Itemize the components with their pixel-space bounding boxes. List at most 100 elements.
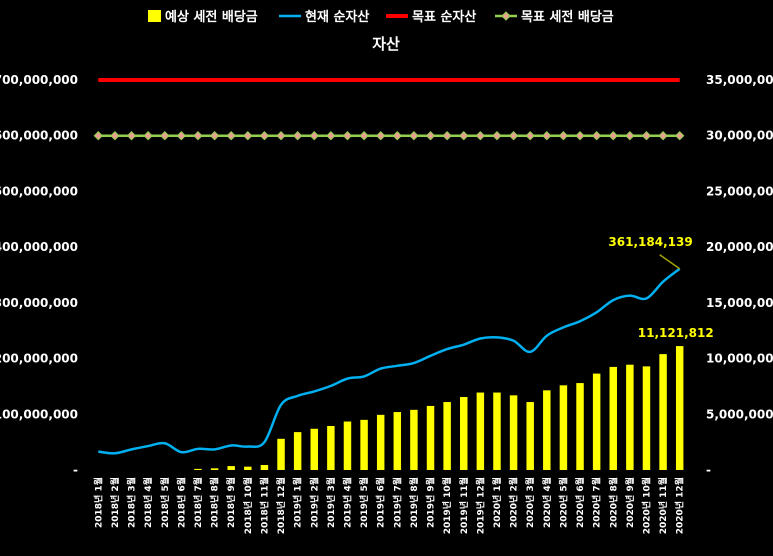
series-marker xyxy=(209,131,220,141)
bar xyxy=(526,402,534,470)
series-marker xyxy=(459,131,469,141)
bar xyxy=(260,464,269,470)
series-marker xyxy=(674,131,685,141)
bar xyxy=(460,397,468,470)
series-marker xyxy=(193,131,203,141)
x-axis-tick-label: 2020년 6월 xyxy=(574,477,586,528)
bar xyxy=(376,414,385,470)
series-marker xyxy=(625,131,635,141)
bar xyxy=(476,392,485,470)
x-axis-tick-label: 2018년 7월 xyxy=(192,477,204,528)
x-axis-tick-label: 2020년 1월 xyxy=(491,477,503,528)
x-axis-tick-label: 2019년 10월 xyxy=(441,477,453,534)
x-axis-tick-label: 2020년 12월 xyxy=(674,477,686,534)
left-axis-tick-label: 600,000,000 xyxy=(0,129,78,143)
right-axis-tick-label: 15,000,000 xyxy=(706,296,773,310)
x-axis-tick-label: 2018년 5월 xyxy=(159,477,171,528)
x-axis-tick-label: 2020년 4월 xyxy=(541,477,553,528)
series-marker xyxy=(641,131,652,141)
series-marker xyxy=(425,131,436,141)
x-axis-tick-label: 2019년 5월 xyxy=(358,477,370,528)
bar xyxy=(559,385,568,470)
series-marker xyxy=(110,131,120,141)
series-marker xyxy=(176,131,187,141)
bar xyxy=(310,428,318,470)
series-marker xyxy=(508,131,519,141)
axes: - 100,000,000 200,000,000 300,000,000 400,00… xyxy=(0,73,773,534)
left-axis-tick-label: 300,000,000 xyxy=(0,296,78,310)
series-line xyxy=(98,267,681,455)
series-marker xyxy=(475,131,486,141)
series-marker xyxy=(525,131,535,141)
bar xyxy=(675,346,684,470)
x-axis-tick-label: 2020년 5월 xyxy=(557,477,569,528)
legend-label: 목표 순자산 xyxy=(412,9,476,25)
series-marker xyxy=(492,131,502,141)
series-marker xyxy=(276,131,286,141)
data-label-leader xyxy=(659,254,681,270)
series-marker xyxy=(608,131,618,141)
bar xyxy=(343,421,352,470)
bar xyxy=(543,390,551,470)
right-axis-tick-label: 30,000,000 xyxy=(706,129,773,143)
x-axis-tick-label: 2020년 2월 xyxy=(508,477,520,528)
left-axis-tick-label: 700,000,000 xyxy=(0,73,78,87)
bar xyxy=(293,432,302,470)
right-axis-tick-label: 35,000,000 xyxy=(706,73,773,87)
series-marker xyxy=(375,131,386,141)
series-marker xyxy=(326,131,336,141)
bar xyxy=(194,468,202,470)
x-axis-tick-label: 2019년 6월 xyxy=(375,477,387,528)
bar xyxy=(493,392,501,470)
left-axis-tick-label: 200,000,000 xyxy=(0,352,78,366)
bar xyxy=(642,366,651,470)
series-marker xyxy=(126,131,137,141)
right-axis-tick-label: 25,000,000 xyxy=(706,184,773,198)
x-axis-tick-label: 2020년 11월 xyxy=(657,477,669,534)
series-marker xyxy=(93,131,104,141)
x-axis-tick-label: 2018년 9월 xyxy=(225,477,237,528)
left-axis-tick-label: 400,000,000 xyxy=(0,240,78,254)
series-marker xyxy=(226,131,236,141)
right-axis-tick-label: 5,000,000 xyxy=(706,407,773,421)
series-marker xyxy=(259,131,270,141)
left-axis-tick-label: - xyxy=(73,463,78,477)
series-marker xyxy=(558,131,569,141)
x-axis-tick-label: 2019년 11월 xyxy=(458,477,470,534)
right-axis-tick-label: 10,000,000 xyxy=(706,352,773,366)
bar xyxy=(360,419,368,470)
x-axis-tick-label: 2020년 10월 xyxy=(640,477,652,534)
x-axis-tick-label: 2019년 4월 xyxy=(341,477,353,528)
legend-label: 현재 순자산 xyxy=(305,9,369,25)
legend-label: 목표 세전 배당금 xyxy=(521,9,614,25)
right-axis-tick-label: - xyxy=(706,463,711,477)
series-marker xyxy=(575,131,585,141)
bar xyxy=(609,366,617,470)
x-axis-tick-label: 2018년 4월 xyxy=(142,477,154,528)
bar xyxy=(227,466,235,470)
x-axis-tick-label: 2018년 10월 xyxy=(242,477,254,534)
legend: 예상 세전 배당금 현재 순자산 목표 순자산 목표 세전 배당금 xyxy=(148,9,614,25)
x-axis-tick-label: 2019년 12월 xyxy=(474,477,486,534)
x-axis-tick-label: 2020년 7월 xyxy=(591,477,603,528)
bar xyxy=(626,364,634,470)
x-axis-tick-label: 2018년 3월 xyxy=(126,477,138,528)
x-axis-tick-label: 2019년 3월 xyxy=(325,477,337,528)
series-marker xyxy=(359,131,369,141)
bar xyxy=(443,402,451,470)
series-marker xyxy=(409,131,419,141)
x-axis-tick-label: 2019년 1월 xyxy=(292,477,304,528)
series-marker xyxy=(292,131,303,141)
x-axis-tick-label: 2019년 2월 xyxy=(308,477,320,528)
bar xyxy=(509,395,518,470)
x-axis-tick-label: 2019년 9월 xyxy=(425,477,437,528)
x-axis-tick-label: 2019년 8월 xyxy=(408,477,420,528)
bar xyxy=(410,409,418,470)
series-marker xyxy=(392,131,403,141)
bar xyxy=(244,466,252,470)
series-marker xyxy=(342,131,353,141)
series-marker xyxy=(243,131,253,141)
x-axis-tick-label: 2018년 6월 xyxy=(175,477,187,528)
chart-title: 자산 xyxy=(372,35,400,53)
legend-swatch xyxy=(148,10,161,22)
